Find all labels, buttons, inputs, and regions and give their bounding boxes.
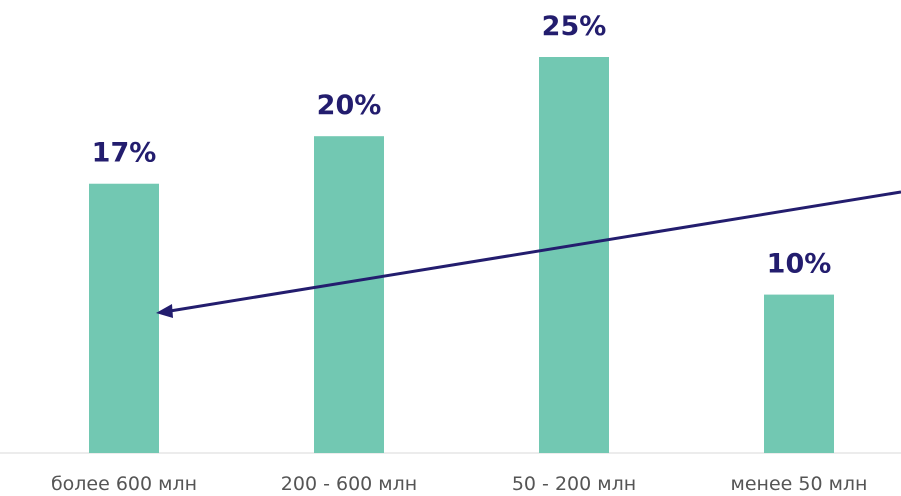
bars-group [89,57,834,453]
value-labels-group: 17% 20% 25% 10% [92,11,832,280]
category-label-4: менее 50 млн [731,473,868,495]
bar-4 [764,294,834,453]
bar-value-label-3: 25% [542,11,607,42]
bar-value-label-1: 17% [92,138,157,169]
trend-arrow [156,190,901,318]
bar-value-label-4: 10% [767,249,832,280]
category-label-2: 200 - 600 млн [281,473,417,495]
trend-arrow-line [169,190,901,313]
bar-value-label-2: 20% [317,90,382,121]
category-label-1: более 600 млн [51,473,197,495]
category-labels-group: более 600 млн 200 - 600 млн 50 - 200 млн ме… [51,473,868,495]
trend-arrow-head [156,304,173,318]
bar-3 [539,57,609,453]
category-label-3: 50 - 200 млн [512,473,636,495]
bar-1 [89,183,159,453]
bar-2 [314,136,384,453]
